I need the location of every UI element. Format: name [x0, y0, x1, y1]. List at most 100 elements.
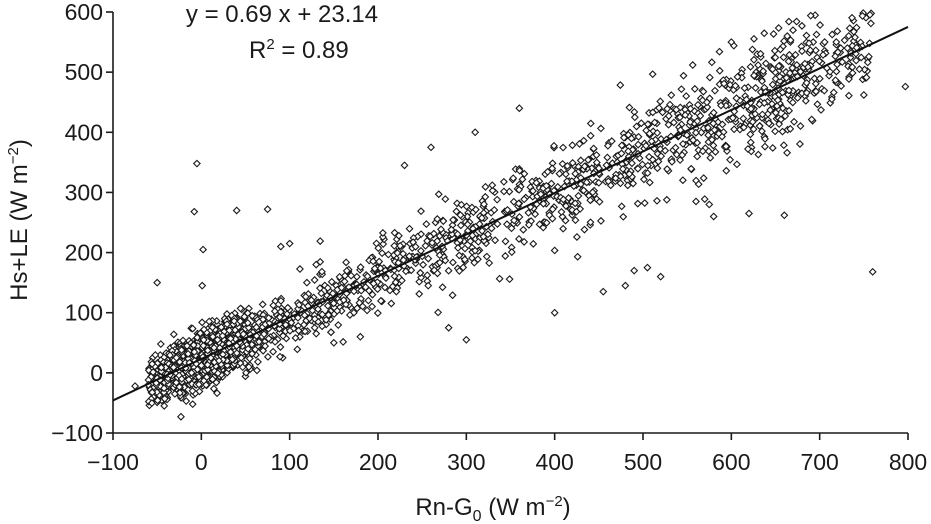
y-tick-label: 100 [65, 300, 103, 326]
data-point [378, 249, 387, 258]
data-point [189, 341, 198, 350]
data-point [213, 369, 222, 378]
data-point [236, 304, 245, 313]
data-point [269, 301, 278, 310]
data-point [633, 164, 642, 173]
data-point [714, 129, 723, 138]
data-point [502, 220, 511, 229]
data-point [559, 224, 568, 233]
data-point [832, 67, 841, 76]
data-point [499, 187, 508, 196]
data-point [148, 359, 157, 368]
data-point [848, 63, 857, 72]
data-point [463, 212, 472, 221]
data-point [643, 120, 652, 129]
data-point [407, 266, 416, 275]
data-point [356, 332, 365, 341]
data-point [797, 21, 806, 30]
data-point [768, 143, 777, 152]
data-point [175, 357, 184, 366]
data-point [310, 323, 319, 332]
data-point [269, 347, 278, 356]
data-point [758, 77, 767, 86]
data-point [746, 62, 755, 71]
data-point [144, 366, 153, 375]
data-point [550, 308, 559, 317]
data-point [276, 307, 285, 316]
data-point [374, 244, 383, 253]
x-axis-title: Rn-G0 (W m−2) [415, 493, 570, 524]
data-point [281, 320, 290, 329]
data-point [731, 81, 740, 90]
data-point [576, 156, 585, 165]
data-point [340, 277, 349, 286]
data-point [784, 86, 793, 95]
data-point [844, 31, 853, 40]
data-point [739, 114, 748, 123]
data-point [747, 104, 755, 113]
data-point [435, 251, 444, 260]
data-point [784, 17, 793, 26]
data-point [778, 88, 787, 97]
data-point [170, 389, 179, 398]
data-point [755, 122, 764, 131]
data-point [672, 150, 681, 159]
data-point [390, 272, 399, 281]
data-point [444, 266, 453, 275]
data-point [568, 158, 577, 167]
data-point [592, 158, 601, 167]
data-point [380, 283, 389, 292]
data-point [548, 164, 557, 173]
plot-frame [112, 12, 908, 434]
data-point [435, 258, 444, 267]
x-tick-label: 0 [195, 449, 208, 475]
data-point [558, 159, 567, 168]
data-point [353, 304, 362, 313]
data-point [658, 108, 667, 117]
data-point [715, 66, 724, 75]
data-point [859, 91, 868, 99]
data-point [160, 401, 169, 410]
data-point [471, 246, 480, 255]
data-point [184, 375, 193, 384]
data-point [483, 230, 492, 239]
data-point [748, 117, 757, 126]
data-point [363, 306, 372, 315]
data-point [800, 59, 809, 68]
data-point [618, 164, 627, 173]
data-point [663, 165, 672, 174]
data-point [580, 225, 589, 234]
data-point [563, 177, 571, 186]
data-point [838, 58, 847, 66]
data-point [302, 278, 311, 287]
data-point [387, 299, 396, 308]
data-point [203, 360, 212, 369]
data-point [717, 101, 725, 110]
regression-line [112, 26, 909, 402]
data-point [166, 351, 174, 360]
data-point [617, 141, 626, 150]
data-point [342, 258, 351, 267]
data-point [833, 27, 842, 36]
data-point [232, 341, 241, 350]
data-point [806, 11, 815, 20]
data-point [732, 160, 741, 169]
data-point [198, 281, 207, 290]
data-point [376, 264, 385, 273]
data-point [317, 267, 326, 276]
data-point [848, 13, 856, 22]
data-point [616, 81, 625, 90]
data-point [710, 125, 719, 134]
data-point [557, 207, 566, 216]
data-point [678, 139, 687, 148]
data-point [210, 343, 219, 352]
data-point [252, 323, 261, 332]
data-point [868, 267, 877, 276]
data-point [788, 98, 797, 107]
data-point [515, 166, 524, 175]
data-point [563, 161, 572, 170]
data-point [481, 182, 490, 191]
data-point [739, 123, 748, 132]
data-point [785, 50, 794, 59]
data-point [696, 111, 705, 120]
